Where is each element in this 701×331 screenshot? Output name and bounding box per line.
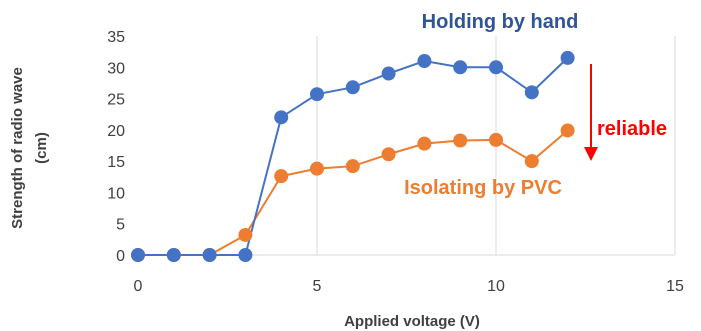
data-point-series-1 [238, 227, 253, 242]
y-axis-title-line-1: Strength of radio wave [9, 67, 26, 229]
x-axis-title: Applied voltage (V) [344, 313, 480, 330]
data-point-series-0 [238, 248, 253, 262]
y-tick-label: 15 [107, 154, 125, 171]
data-point-series-0 [524, 85, 539, 100]
y-tick-label: 10 [107, 185, 125, 202]
data-point-series-0 [274, 110, 289, 125]
data-point-series-1 [524, 154, 539, 169]
y-tick-label: 20 [107, 123, 125, 140]
data-point-series-1 [274, 169, 289, 184]
data-point-series-0 [381, 66, 396, 81]
reliable-arrow-head [584, 147, 598, 161]
data-point-series-0 [166, 248, 181, 262]
series-layer [131, 50, 575, 262]
data-point-series-1 [489, 132, 503, 147]
x-tick-label: 10 [487, 278, 505, 295]
y-tick-label: 5 [116, 217, 125, 234]
x-tick-label: 0 [134, 278, 143, 295]
x-tick-label: 15 [666, 278, 684, 295]
data-point-series-1 [417, 136, 432, 151]
data-point-series-0 [310, 87, 324, 102]
data-point-series-1 [345, 159, 360, 174]
x-tick-labels: 0 5 10 15 [134, 278, 684, 295]
data-point-series-1 [310, 161, 324, 176]
y-tick-label: 25 [107, 92, 125, 109]
y-tick-label: 35 [107, 29, 125, 46]
y-tick-labels: 0 5 10 15 20 25 30 35 [107, 29, 125, 265]
legend-label-holding-by-hand: Holding by hand [422, 11, 579, 33]
data-point-series-0 [489, 60, 503, 75]
data-point-series-0 [453, 60, 468, 75]
data-point-series-0 [560, 50, 575, 65]
y-axis-title-line-2: (cm) [33, 132, 50, 164]
data-point-series-1 [560, 123, 575, 138]
data-point-series-0 [417, 54, 432, 69]
y-tick-label: 30 [107, 60, 125, 77]
legend-label-isolating-by-pvc: Isolating by PVC [404, 177, 562, 199]
x-tick-label: 5 [313, 278, 322, 295]
y-tick-label: 0 [116, 248, 125, 265]
data-point-series-1 [453, 133, 468, 148]
data-point-series-1 [381, 147, 396, 162]
data-point-series-0 [345, 80, 360, 95]
data-point-series-0 [202, 248, 217, 262]
data-point-series-0 [131, 248, 145, 262]
reliable-annotation: reliable [597, 118, 667, 140]
